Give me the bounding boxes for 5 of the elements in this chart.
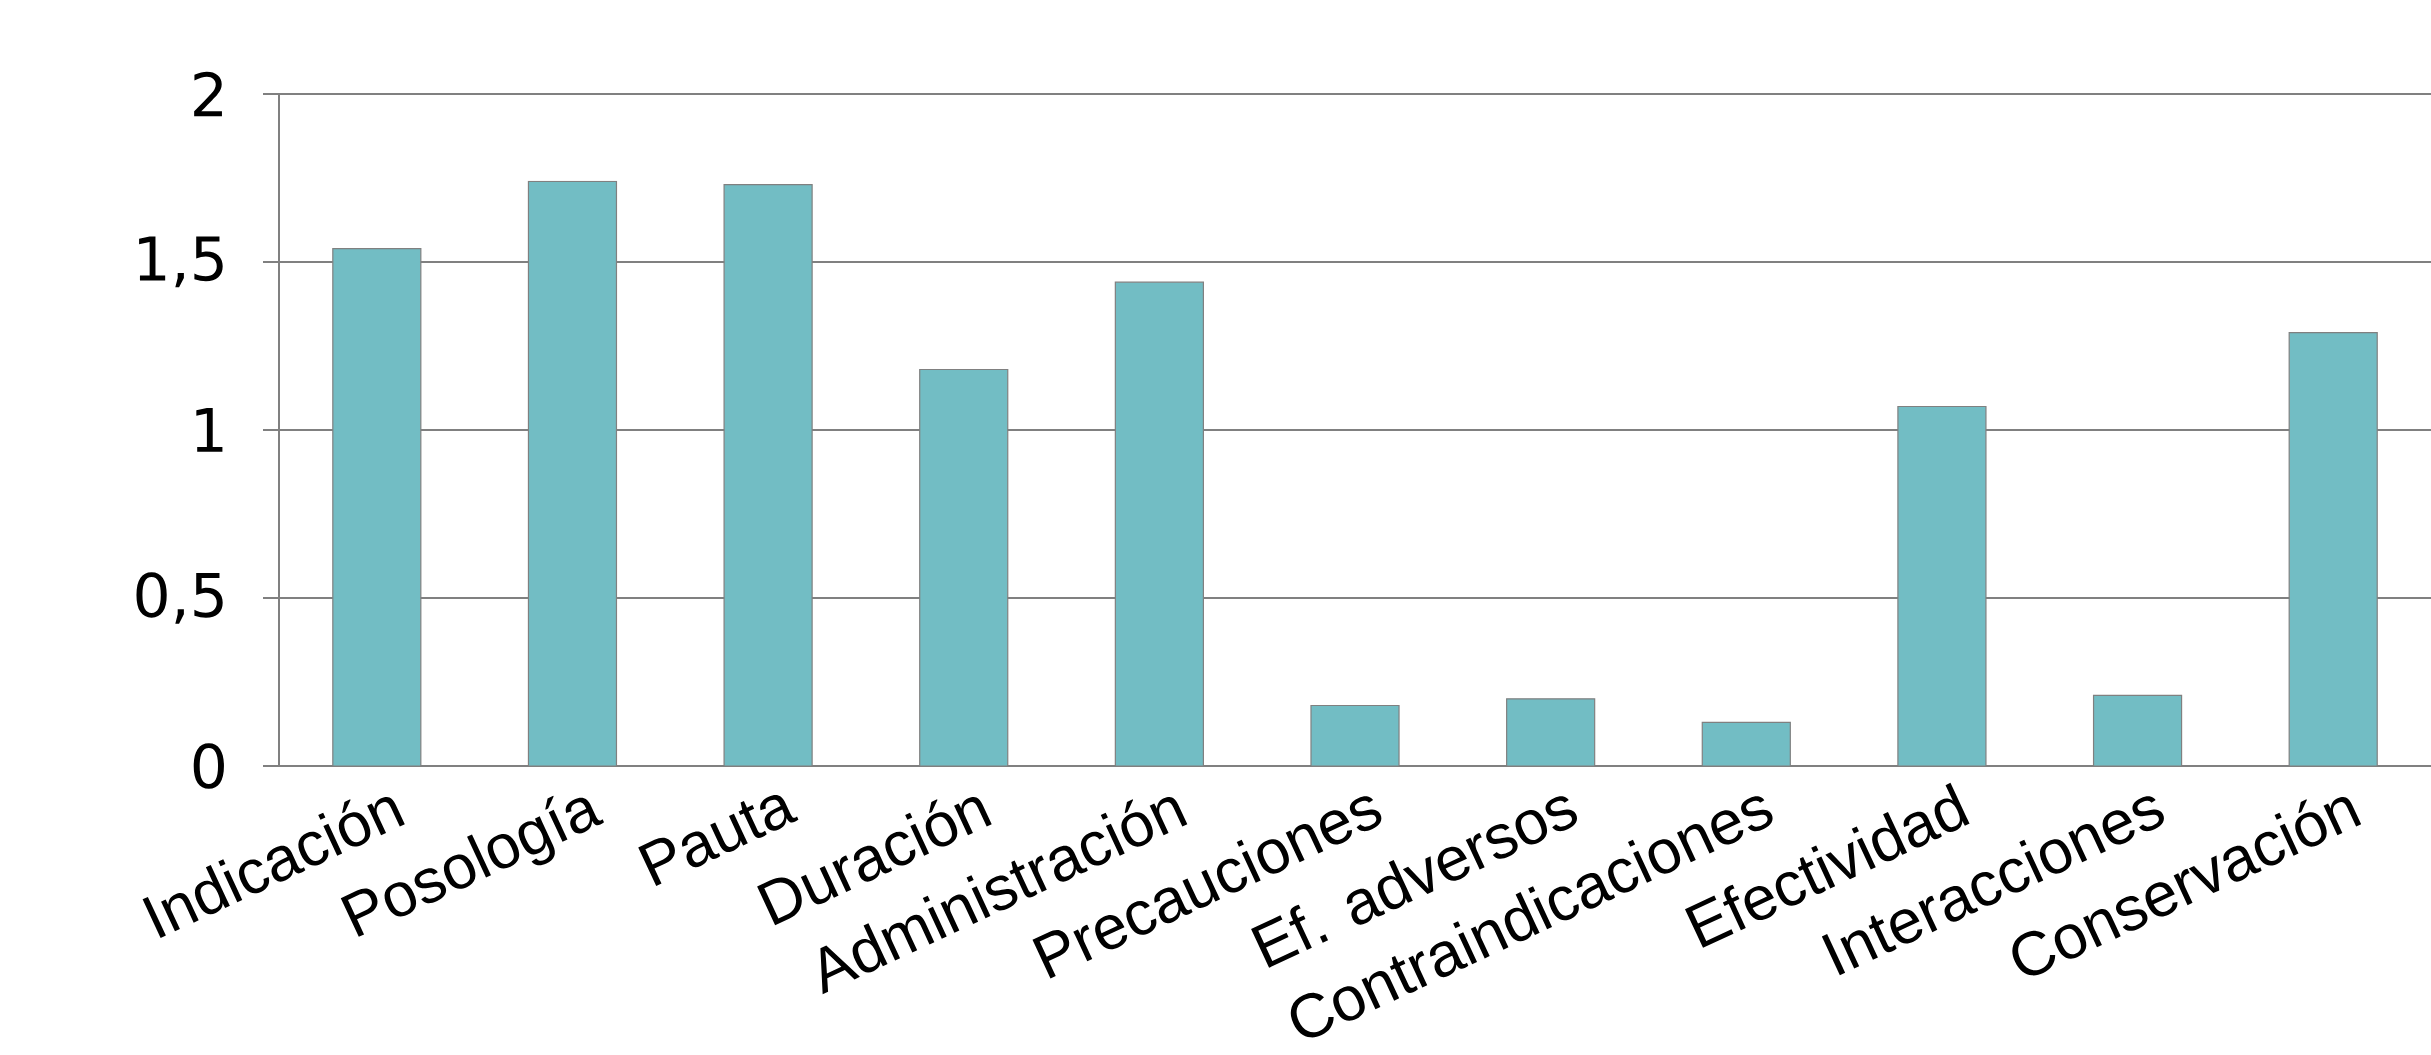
y-tick-label: 0: [193, 743, 224, 789]
y-tick-label: 1: [196, 408, 223, 452]
y-tick-label: 2: [194, 71, 222, 117]
y-tick-label: 0,5: [136, 572, 223, 624]
y-tick-label: 1,5: [139, 236, 223, 288]
